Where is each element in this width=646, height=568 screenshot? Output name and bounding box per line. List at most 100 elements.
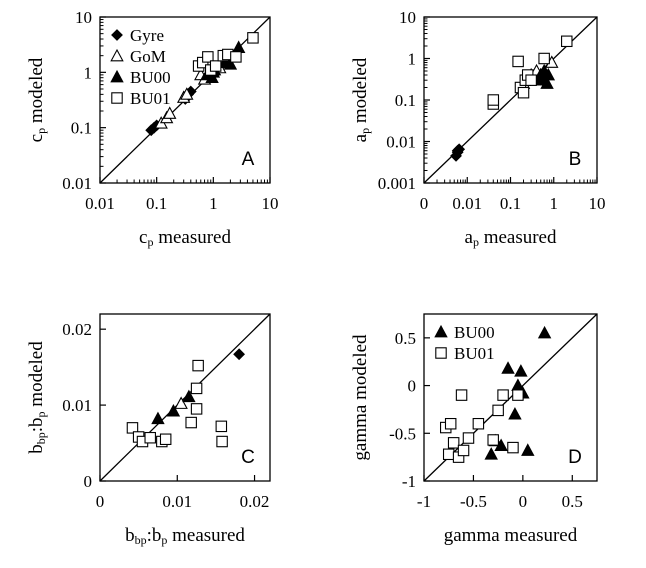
data-point [166, 404, 181, 417]
data-point [472, 417, 485, 430]
y-tick-label: 10 [399, 8, 416, 27]
panel-b: 0 0.01 0.1 1 10 0.001 0.01 0.1 1 10 ap measured ap … [350, 8, 606, 249]
y-tick-label: 1 [408, 50, 417, 69]
panel-a: 0.01 0.1 1 10 0.01 0.1 1 10 cp measured cp modele… [26, 8, 279, 249]
x-tick-label: 1 [550, 194, 559, 213]
y-tick-label: 0 [408, 377, 417, 396]
data-point [223, 57, 238, 70]
legend-label: BU01 [454, 344, 495, 363]
series-bu01 [487, 35, 573, 110]
plot-frame [423, 313, 598, 482]
x-tick-label: 10 [589, 194, 606, 213]
y-tick-label: -0.5 [389, 424, 416, 443]
legend-marker [434, 324, 448, 338]
data-point [151, 411, 165, 425]
data-point [457, 444, 470, 457]
x-tick-label: -1 [417, 492, 431, 511]
x-tick-label: 1 [209, 194, 218, 213]
y-tick-label: 0.01 [386, 133, 416, 152]
series-gom [174, 396, 188, 409]
data-point [508, 407, 522, 420]
data-point [537, 325, 552, 339]
y-tick-label: 0.1 [395, 91, 416, 110]
data-point [455, 389, 468, 401]
x-axis-label: cp measured [139, 227, 231, 249]
data-point [525, 74, 537, 86]
data-point [444, 417, 457, 430]
data-point [447, 437, 460, 449]
legend-label: GoM [130, 47, 166, 66]
y-tick-label: 0.01 [62, 174, 92, 193]
x-tick-label: 0 [420, 194, 429, 213]
legend-marker [111, 29, 123, 41]
legend-label: BU01 [130, 89, 171, 108]
data-point [126, 422, 139, 434]
data-point [507, 441, 519, 454]
legend-marker [110, 48, 124, 62]
data-point [538, 52, 550, 65]
x-tick-label: 0.02 [240, 492, 270, 511]
data-point [541, 67, 556, 81]
series-bu01 [439, 389, 524, 463]
legend: Gyre GoM BU00 BU01 [110, 26, 171, 108]
data-point [209, 60, 222, 72]
data-point [216, 435, 228, 448]
x-tick-label: 0.01 [162, 492, 192, 511]
data-point [492, 404, 504, 417]
x-tick-label: 0.1 [500, 194, 521, 213]
series-bu00 [151, 389, 196, 425]
y-tick-label: 0.01 [62, 396, 92, 415]
series-gyre [233, 348, 245, 361]
y-tick-label: 10 [75, 8, 92, 27]
data-point [501, 361, 515, 374]
legend-marker [435, 347, 447, 359]
data-point [202, 51, 214, 63]
panel-letter: C [241, 447, 255, 468]
y-axis-label: ap modeled [350, 57, 372, 142]
data-point [192, 359, 204, 372]
data-point [215, 420, 228, 433]
x-tick-label: 0.5 [562, 492, 583, 511]
y-tick-label: 0.001 [378, 174, 416, 193]
y-tick-label: 0.02 [62, 320, 92, 339]
panel-letter: D [568, 447, 582, 468]
data-point [484, 447, 498, 460]
data-point [497, 389, 509, 401]
data-point [163, 106, 177, 119]
x-tick-label: 0.1 [146, 194, 167, 213]
data-point [182, 389, 196, 403]
data-point [247, 32, 259, 44]
data-point [462, 432, 475, 444]
panel-letter: A [242, 149, 255, 170]
x-tick-label: 0.01 [85, 194, 115, 213]
data-point [451, 144, 464, 157]
data-point [512, 389, 524, 401]
x-tick-label: -0.5 [460, 492, 487, 511]
data-point [487, 434, 499, 446]
data-point [190, 403, 203, 415]
x-tick-label: 0 [96, 492, 105, 511]
data-point [185, 416, 197, 429]
data-point [190, 382, 203, 395]
data-point [517, 86, 530, 99]
y-tick-label: 0.1 [71, 119, 92, 138]
data-point [233, 348, 245, 361]
x-tick-label: 10 [262, 194, 279, 213]
panel-letter: B [569, 149, 582, 170]
plot-frame [99, 16, 271, 184]
legend-label: BU00 [454, 323, 495, 342]
series-bu01 [192, 32, 259, 76]
data-point [230, 51, 242, 63]
x-tick-label: 0.01 [452, 194, 482, 213]
data-point [174, 396, 188, 409]
x-tick-label: 0 [519, 492, 528, 511]
x-axis-label: gamma measured [444, 525, 578, 546]
data-point [487, 94, 500, 106]
y-tick-label: -1 [402, 472, 416, 491]
legend-label: Gyre [130, 26, 164, 45]
legend-label: BU00 [130, 68, 171, 87]
series-gyre [450, 143, 466, 162]
legend: BU00 BU01 [434, 323, 495, 363]
panel-d: -1 -0.5 0 0.5 -1 -0.5 0 0.5 gamma measured gamma … [350, 313, 598, 546]
